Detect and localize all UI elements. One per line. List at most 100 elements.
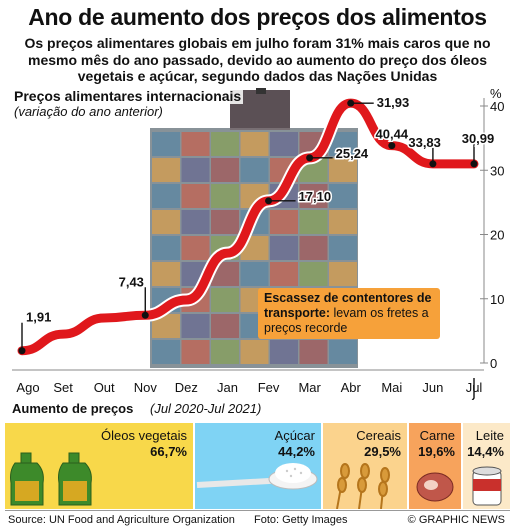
- container-box: [211, 314, 239, 338]
- increases-range: (Jul 2020-Jul 2021): [150, 401, 262, 416]
- container-box: [211, 158, 239, 182]
- y-axis: % 0 10 20 30 40: [480, 88, 504, 371]
- x-tick-label: Out: [94, 380, 115, 395]
- data-label: 17,10: [299, 189, 332, 204]
- annotation-text: levam os fretes a preços recorde: [264, 306, 429, 335]
- data-label: 25,24: [336, 146, 369, 161]
- container-box: [152, 262, 180, 286]
- container-box: [329, 236, 357, 260]
- container-box: [152, 132, 180, 156]
- container-box: [152, 340, 180, 364]
- y-tick-label: 10: [490, 292, 504, 307]
- x-tick-label: Set: [53, 380, 73, 395]
- x-tick-label: Ago: [16, 380, 39, 395]
- y-tick-label: 0: [490, 356, 497, 371]
- footer-source: Source: UN Food and Agriculture Organiza…: [8, 514, 235, 526]
- data-label: 30,99: [462, 131, 495, 146]
- container-box: [181, 158, 210, 182]
- oil-bottles-icon: [10, 452, 92, 506]
- data-label: 31,93: [377, 95, 410, 110]
- container-box: [211, 288, 239, 312]
- footer-credit: © GRAPHIC NEWS: [407, 514, 505, 526]
- footer-divider: [5, 510, 510, 511]
- block-name: Cereais: [356, 428, 401, 443]
- container-box: [211, 132, 239, 156]
- annotation-box: Escassez de contentores de transporte: l…: [258, 288, 440, 339]
- jul-callout: [471, 378, 475, 400]
- increase-blocks: Óleos vegetais 66,7% Açúcar 44,2%: [5, 423, 510, 509]
- data-label: 1,91: [26, 310, 51, 325]
- block-name: Carne: [419, 428, 455, 443]
- chart-subtitle: (variação do ano anterior): [12, 104, 165, 119]
- data-label: 40,44: [376, 127, 409, 142]
- chart-svg: % 0 10 20 30 40 Ago Set Out Nov Dez Jan Fev Mar Abr Ma…: [12, 88, 504, 400]
- container-box: [299, 236, 328, 260]
- x-tick-label: Nov: [134, 380, 158, 395]
- container-box: [299, 210, 328, 234]
- data-point: [141, 311, 149, 319]
- container-box: [211, 210, 239, 234]
- container-box: [181, 132, 210, 156]
- block-name: Óleos vegetais: [101, 428, 187, 443]
- container-box: [240, 158, 269, 182]
- container-box: [329, 340, 357, 364]
- container-box: [270, 132, 298, 156]
- x-tick-label: Mai: [381, 380, 402, 395]
- y-tick-label: 20: [490, 228, 504, 243]
- milk-can-icon: [472, 466, 502, 506]
- data-label: 7,43: [119, 274, 144, 289]
- block-value: 14,4%: [467, 444, 504, 459]
- container-box: [299, 184, 328, 208]
- price-chart: % 0 10 20 30 40 Ago Set Out Nov Dez Jan Fev Mar Abr Ma…: [0, 88, 515, 400]
- container-box: [181, 340, 210, 364]
- container-box: [299, 262, 328, 286]
- container-box: [270, 210, 298, 234]
- block-acucar: Açúcar 44,2%: [195, 423, 323, 509]
- block-leite: Leite 14,4%: [463, 423, 510, 509]
- x-tick-label: Fev: [258, 380, 280, 395]
- page-title: Ano de aumento dos preços dos alimentos: [28, 4, 487, 30]
- block-value: 44,2%: [278, 444, 315, 459]
- container-box: [240, 340, 269, 364]
- meat-icon: [416, 472, 454, 502]
- container-box: [270, 340, 298, 364]
- footer-photo: Foto: Getty Images: [254, 514, 348, 526]
- container-box: [211, 184, 239, 208]
- data-point: [470, 160, 478, 168]
- block-name: Açúcar: [274, 428, 315, 443]
- data-point: [429, 160, 437, 168]
- sugar-spoon-icon: [196, 463, 318, 490]
- block-name: Leite: [475, 428, 504, 443]
- block-carne: Carne 19,6%: [409, 423, 463, 509]
- data-point: [18, 347, 26, 355]
- x-tick-label: Mar: [298, 380, 321, 395]
- container-box: [152, 210, 180, 234]
- y-tick-label: 40: [490, 99, 504, 114]
- container-box: [181, 236, 210, 260]
- container-box: [270, 236, 298, 260]
- block-cereais: Cereais 29,5%: [323, 423, 409, 509]
- wheat-icon: [336, 463, 390, 509]
- container-box: [181, 314, 210, 338]
- container-box: [240, 132, 269, 156]
- container-box: [240, 262, 269, 286]
- block-value: 66,7%: [150, 444, 187, 459]
- container-box: [152, 236, 180, 260]
- y-tick-label: 30: [490, 163, 504, 178]
- data-point: [388, 142, 396, 150]
- x-axis: Ago Set Out Nov Dez Jan Fev Mar Abr Mai Jun Jul: [12, 369, 484, 395]
- container-box: [299, 340, 328, 364]
- container-box: [329, 184, 357, 208]
- container-box: [270, 262, 298, 286]
- container-box: [329, 262, 357, 286]
- chart-title: Preços alimentares internacionais: [12, 88, 244, 104]
- page-subtitle: Os preços alimentares globais em julho f…: [24, 35, 491, 84]
- container-box: [152, 158, 180, 182]
- data-point: [306, 154, 314, 162]
- container-box: [329, 158, 357, 182]
- increases-title: Aumento de preços: [12, 401, 134, 416]
- block-value: 29,5%: [364, 444, 401, 459]
- block-value: 19,6%: [418, 444, 455, 459]
